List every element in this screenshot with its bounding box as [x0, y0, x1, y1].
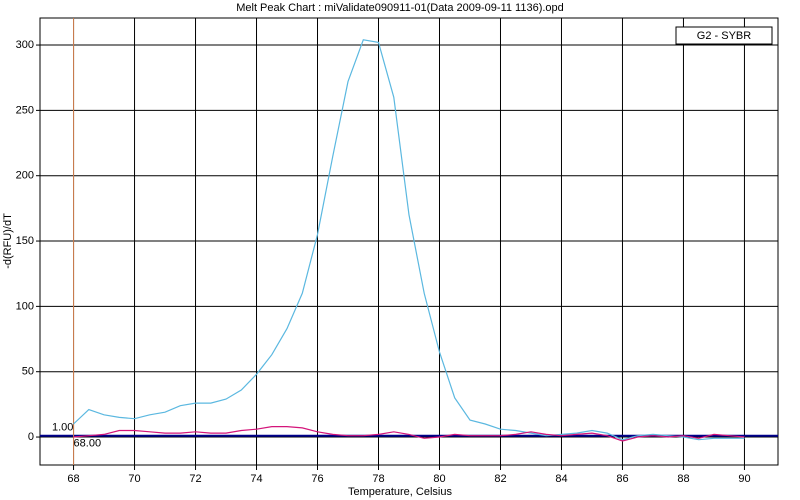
- x-tick-label: 76: [311, 473, 323, 485]
- marker-label: 68.00: [74, 438, 102, 450]
- x-tick-label: 88: [677, 473, 689, 485]
- legend-label: G2 - SYBR: [697, 30, 751, 42]
- x-tick-label: 84: [555, 473, 567, 485]
- x-tick-label: 70: [128, 473, 140, 485]
- series-line: [73, 426, 745, 442]
- threshold-label: 1.00: [52, 422, 73, 434]
- chart-title: Melt Peak Chart : miValidate090911-01(Da…: [236, 2, 564, 14]
- y-axis-label: -d(RFU)/dT: [2, 213, 14, 269]
- x-axis-label: Temperature, Celsius: [348, 486, 452, 498]
- y-tick-label: 100: [16, 300, 34, 312]
- series-line: [73, 39, 745, 441]
- x-tick-label: 82: [494, 473, 506, 485]
- x-tick-label: 80: [433, 473, 445, 485]
- x-tick-label: 78: [372, 473, 384, 485]
- x-tick-label: 86: [616, 473, 628, 485]
- y-tick-label: 250: [16, 104, 34, 116]
- y-tick-label: 50: [22, 366, 34, 378]
- x-tick-label: 90: [738, 473, 750, 485]
- x-tick-label: 72: [189, 473, 201, 485]
- x-tick-label: 68: [67, 473, 79, 485]
- y-tick-label: 150: [16, 235, 34, 247]
- y-tick-label: 300: [16, 39, 34, 51]
- legend-box: [675, 26, 773, 45]
- x-tick-label: 74: [250, 473, 262, 485]
- y-tick-label: 200: [16, 170, 34, 182]
- y-tick-label: 0: [28, 431, 34, 443]
